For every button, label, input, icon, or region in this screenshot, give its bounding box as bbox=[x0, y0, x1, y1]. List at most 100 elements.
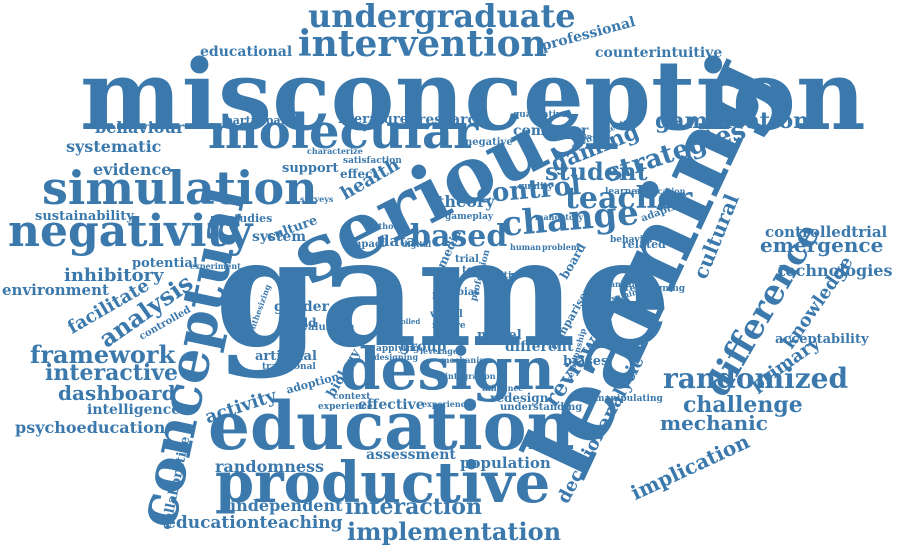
word-controlledtrial: controlledtrial bbox=[765, 223, 888, 241]
word-impact: impact bbox=[347, 239, 386, 250]
word-model: model bbox=[477, 328, 522, 343]
word-test: test bbox=[462, 265, 484, 276]
word-behavior: behavior bbox=[610, 235, 654, 245]
word-misconception: misconception bbox=[80, 39, 866, 152]
word-biases: biases bbox=[563, 354, 609, 369]
word-educationteaching: educationteaching bbox=[165, 513, 343, 533]
word-qualitative: qualitative bbox=[513, 110, 568, 120]
word-environment: environment bbox=[2, 281, 109, 299]
word-applying: applying bbox=[376, 344, 420, 354]
word-level: level bbox=[432, 292, 456, 302]
word-mandatory: mandatory bbox=[535, 212, 584, 222]
word-problem: problem bbox=[542, 242, 580, 252]
word-emergence: emergence bbox=[760, 233, 884, 257]
word-characterize: characterize bbox=[307, 146, 363, 156]
word-game: game bbox=[215, 205, 672, 381]
word-trial: trial bbox=[455, 254, 479, 265]
word-digital: digital bbox=[402, 239, 432, 249]
word-molecular: molecular bbox=[208, 104, 479, 160]
word-redesign: redesign bbox=[490, 391, 549, 405]
word-literature: literature bbox=[338, 112, 409, 127]
word-intelligence: intelligence bbox=[87, 402, 181, 418]
word-gender: gender bbox=[274, 299, 329, 315]
word-visual: visual bbox=[430, 309, 463, 320]
word-quality: quality bbox=[518, 182, 553, 192]
word-artificial: artificial bbox=[255, 349, 317, 364]
word-implication: implication bbox=[627, 429, 754, 505]
word-independent: independent bbox=[230, 496, 343, 515]
word-group: group bbox=[400, 339, 447, 355]
word-intervention: intervention bbox=[298, 23, 547, 65]
word-negative: negative bbox=[465, 137, 513, 148]
word-understanding: understanding bbox=[500, 402, 583, 413]
word-experience: experience bbox=[318, 402, 373, 412]
word-teacher: teacher bbox=[565, 181, 693, 216]
word-productive: productive bbox=[215, 450, 551, 516]
word-studies: studies bbox=[228, 212, 273, 225]
word-experienced: experienced bbox=[422, 399, 477, 409]
word-computer: computer bbox=[513, 123, 589, 139]
word-theory: theory bbox=[437, 192, 495, 211]
word-data: data bbox=[379, 232, 416, 250]
word-dashboard: dashboard bbox=[58, 381, 176, 405]
word-systematic: systematic bbox=[66, 137, 162, 156]
word-gamification: gamification bbox=[655, 108, 810, 134]
word-educational: educational bbox=[200, 44, 293, 60]
word-implementation: implementation bbox=[347, 517, 562, 546]
word-gameplay: gameplay bbox=[445, 212, 494, 222]
word-student: student bbox=[545, 157, 648, 186]
word-related: related bbox=[622, 238, 666, 251]
word-controlled: controlled bbox=[380, 317, 421, 326]
word-randomness: randomness bbox=[215, 457, 325, 476]
word-support: support bbox=[282, 161, 339, 176]
word-designing: designing bbox=[374, 352, 419, 362]
word-interactive: interactive bbox=[45, 360, 179, 386]
word-mechanic: mechanic bbox=[660, 411, 768, 435]
word-technologies: technologies bbox=[778, 261, 893, 280]
word-traditional: traditional bbox=[262, 362, 316, 372]
word-bias: bias bbox=[457, 287, 480, 298]
word-different: different bbox=[505, 339, 574, 355]
word-counterintuitive: counterintuitive bbox=[595, 45, 723, 61]
word-effect: effect bbox=[340, 167, 378, 181]
word-system: system bbox=[252, 229, 307, 245]
word-context: context bbox=[333, 392, 371, 402]
word-interaction: interaction bbox=[345, 494, 482, 520]
word-integration: integration bbox=[445, 371, 496, 381]
word-surveys: surveys bbox=[300, 194, 334, 204]
word-undergraduate: undergraduate bbox=[308, 0, 576, 35]
word-challenge: challenge bbox=[683, 392, 803, 418]
word-learner: learner bbox=[605, 187, 642, 197]
word-leverage: leverage bbox=[420, 346, 458, 356]
word-research: research bbox=[418, 112, 487, 128]
word-redesigning: redesigning bbox=[625, 284, 686, 294]
word-nature: nature bbox=[432, 321, 466, 331]
word-randomized: randomized bbox=[663, 362, 849, 395]
word-based: based bbox=[410, 219, 508, 254]
word-education: education bbox=[208, 387, 575, 465]
word-canadian: canadian bbox=[605, 279, 646, 289]
word-participant: participant bbox=[225, 114, 294, 127]
word-negativity: negativity bbox=[8, 206, 253, 257]
word-experiment: experiment bbox=[190, 261, 241, 271]
word-assessment: assessment bbox=[366, 447, 456, 463]
word-simulation: simulation bbox=[42, 161, 318, 215]
word-application: application bbox=[635, 186, 686, 196]
word-inhibitory: inhibitory bbox=[64, 265, 164, 286]
word-mechanism: mechanism bbox=[441, 355, 493, 365]
word-satisfaction: satisfaction bbox=[343, 156, 402, 166]
word-method: method bbox=[365, 221, 399, 231]
word-human: human bbox=[510, 242, 542, 252]
word-effective: effective bbox=[358, 397, 425, 413]
word-potential: potential bbox=[132, 256, 198, 271]
word-positive: positive bbox=[483, 271, 523, 281]
word-design: design bbox=[340, 335, 555, 403]
word-evaluation: evaluation bbox=[296, 322, 355, 333]
word-child: child bbox=[283, 316, 317, 330]
word-sustainability: sustainability bbox=[35, 209, 134, 224]
word-estimation: estimation bbox=[550, 132, 592, 141]
word-acceptability: acceptability bbox=[775, 332, 869, 347]
word-manipulating: manipulating bbox=[595, 394, 663, 404]
word-evidence: evidence bbox=[93, 160, 172, 179]
